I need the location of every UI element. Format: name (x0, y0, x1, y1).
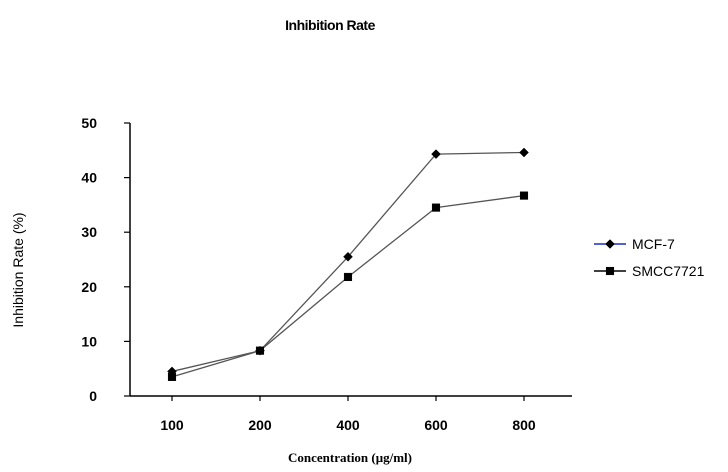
series-points (167, 147, 529, 381)
y-axis-label: Inhibition Rate (%) (10, 212, 26, 327)
y-tick-label: 50 (81, 115, 97, 131)
legend-label: SMCC7721 (632, 263, 705, 279)
y-tick-label: 40 (81, 170, 97, 186)
legend: MCF-7 SMCC7721 (594, 236, 705, 279)
axes (129, 123, 572, 397)
y-tick-label: 20 (81, 279, 97, 295)
legend-label: MCF-7 (632, 236, 675, 252)
diamond-point (431, 149, 441, 159)
series-line-mcf-7 (171, 151, 525, 373)
x-tick-label: 600 (424, 417, 448, 433)
legend-marker (605, 266, 615, 276)
x-tick-label: 800 (512, 417, 536, 433)
series-lines (171, 151, 525, 378)
diamond-point (343, 251, 353, 262)
square-point (167, 372, 177, 381)
x-axis-label: Concentration (μg/ml) (288, 450, 412, 465)
x-tick-label: 200 (248, 417, 272, 433)
square-point (255, 346, 265, 355)
x-tick-label: 400 (336, 417, 360, 433)
y-ticks: 0 10 20 30 40 50 (81, 115, 130, 404)
square-point (343, 272, 353, 282)
legend-marker (605, 239, 615, 249)
chart-title: Inhibition Rate (285, 17, 375, 33)
y-tick-label: 30 (81, 224, 97, 240)
y-tick-label: 10 (81, 333, 97, 349)
series-line-smcc7721 (171, 194, 525, 378)
square-point (519, 191, 529, 200)
square-point (431, 203, 441, 212)
x-ticks: 100 200 400 600 800 (160, 396, 536, 433)
x-tick-label: 100 (160, 417, 184, 433)
diamond-point (519, 147, 529, 158)
y-tick-label: 0 (89, 388, 97, 404)
